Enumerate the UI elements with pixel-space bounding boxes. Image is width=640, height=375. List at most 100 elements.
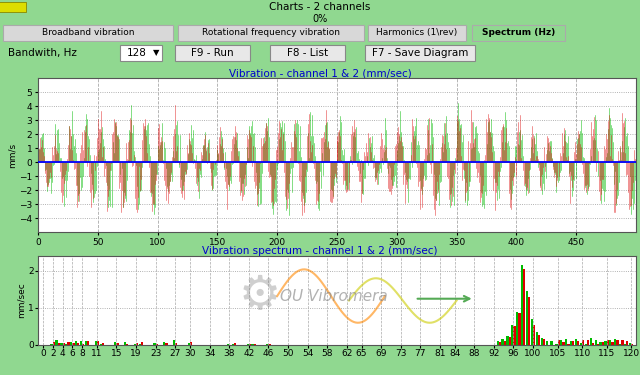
- Bar: [190, 342, 192, 345]
- Bar: [253, 344, 256, 345]
- Bar: [58, 343, 60, 345]
- Text: Spectrum (Hz): Spectrum (Hz): [482, 28, 555, 37]
- Bar: [545, 340, 548, 345]
- Bar: [600, 342, 602, 345]
- Bar: [175, 343, 177, 345]
- Bar: [52, 342, 55, 345]
- Bar: [587, 340, 589, 345]
- Bar: [619, 344, 621, 345]
- Text: F8 - List: F8 - List: [287, 48, 328, 58]
- FancyBboxPatch shape: [367, 25, 467, 41]
- Bar: [234, 343, 236, 345]
- Bar: [188, 343, 190, 345]
- FancyBboxPatch shape: [120, 45, 162, 61]
- Text: F9 - Run: F9 - Run: [191, 48, 234, 58]
- Bar: [563, 342, 564, 345]
- Bar: [526, 291, 528, 345]
- Bar: [580, 343, 582, 345]
- Bar: [621, 340, 623, 345]
- Bar: [509, 337, 511, 345]
- Bar: [156, 344, 158, 345]
- Bar: [77, 343, 79, 345]
- Bar: [595, 340, 596, 345]
- Bar: [518, 314, 520, 345]
- Bar: [614, 339, 616, 345]
- FancyBboxPatch shape: [175, 45, 250, 61]
- Text: Rotational frequency vibration: Rotational frequency vibration: [202, 28, 340, 37]
- Bar: [536, 332, 538, 345]
- Bar: [602, 342, 604, 345]
- Bar: [75, 341, 77, 345]
- Bar: [575, 339, 577, 345]
- Bar: [556, 344, 557, 345]
- FancyBboxPatch shape: [270, 45, 345, 61]
- Bar: [72, 344, 74, 345]
- Y-axis label: mm/sec: mm/sec: [16, 283, 26, 318]
- Bar: [80, 341, 82, 345]
- Bar: [631, 344, 634, 345]
- Bar: [246, 344, 249, 345]
- Text: Broadband vibration: Broadband vibration: [42, 28, 134, 37]
- Bar: [252, 344, 253, 345]
- Bar: [102, 343, 104, 345]
- Bar: [173, 340, 175, 345]
- Bar: [99, 344, 102, 345]
- Text: F7 - Save Diagram: F7 - Save Diagram: [372, 48, 468, 58]
- Bar: [124, 342, 126, 345]
- Bar: [513, 327, 516, 345]
- Bar: [499, 342, 501, 345]
- Bar: [585, 344, 587, 345]
- Bar: [541, 338, 543, 345]
- Bar: [624, 344, 626, 345]
- Bar: [134, 344, 136, 345]
- Bar: [65, 344, 67, 345]
- Bar: [589, 339, 592, 345]
- Bar: [85, 340, 87, 345]
- Bar: [126, 344, 129, 345]
- Bar: [139, 344, 141, 345]
- Bar: [51, 344, 52, 345]
- Bar: [63, 343, 65, 345]
- Text: Bandwith, Hz: Bandwith, Hz: [8, 48, 77, 58]
- Y-axis label: mm/s: mm/s: [8, 142, 17, 168]
- Bar: [577, 341, 579, 345]
- Bar: [528, 297, 531, 345]
- Bar: [607, 340, 609, 345]
- Text: ▼: ▼: [153, 48, 159, 57]
- Bar: [560, 340, 563, 345]
- Bar: [82, 344, 84, 345]
- Bar: [249, 344, 251, 345]
- Bar: [97, 342, 99, 345]
- Bar: [604, 341, 607, 345]
- Bar: [95, 341, 97, 345]
- Bar: [497, 341, 499, 345]
- Bar: [543, 339, 545, 345]
- Bar: [60, 343, 63, 345]
- Bar: [141, 342, 143, 345]
- FancyBboxPatch shape: [0, 2, 26, 12]
- Bar: [531, 319, 533, 345]
- Bar: [609, 340, 611, 345]
- Bar: [592, 344, 594, 345]
- Bar: [506, 336, 509, 345]
- Bar: [611, 342, 614, 345]
- FancyBboxPatch shape: [472, 25, 565, 41]
- Bar: [582, 340, 584, 345]
- Bar: [67, 342, 70, 345]
- Text: 128: 128: [127, 48, 147, 58]
- FancyBboxPatch shape: [3, 25, 173, 41]
- Bar: [521, 265, 524, 345]
- Bar: [163, 342, 166, 345]
- Bar: [516, 312, 518, 345]
- Bar: [626, 340, 628, 345]
- FancyBboxPatch shape: [178, 25, 364, 41]
- Text: OU Vibromera: OU Vibromera: [280, 288, 388, 303]
- Bar: [266, 344, 268, 345]
- Bar: [616, 340, 619, 345]
- Bar: [232, 344, 234, 345]
- Bar: [596, 344, 599, 345]
- Text: Charts - 2 channels: Charts - 2 channels: [269, 2, 371, 12]
- Bar: [502, 339, 504, 345]
- Bar: [268, 344, 271, 345]
- Text: Vibration - channel 1 & 2 (mm/sec): Vibration - channel 1 & 2 (mm/sec): [228, 68, 412, 78]
